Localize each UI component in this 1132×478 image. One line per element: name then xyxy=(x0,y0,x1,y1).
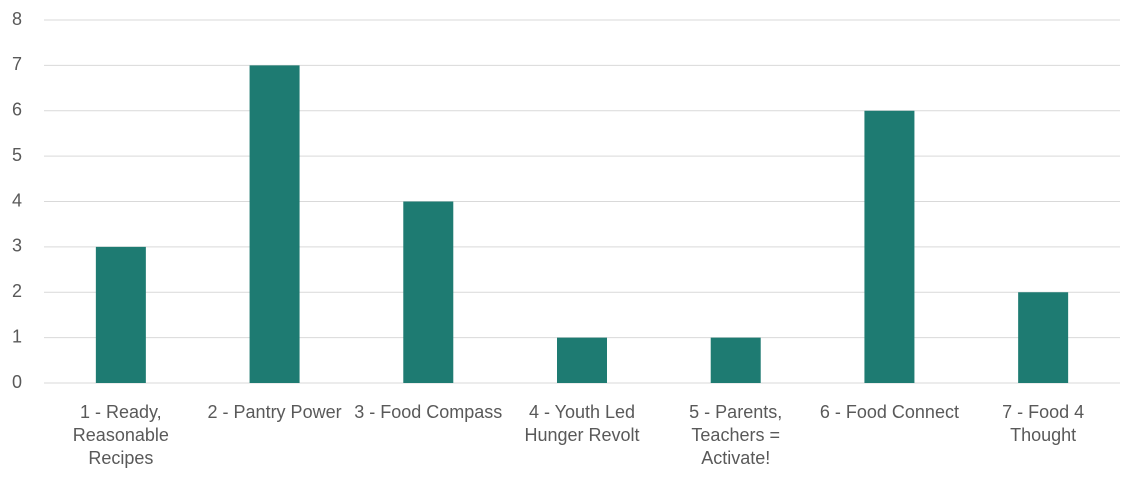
y-tick-label: 2 xyxy=(12,281,22,301)
x-tick-label: 3 - Food Compass xyxy=(354,402,503,422)
x-tick-label: 1 - Ready, Reasonable Recipes xyxy=(72,402,169,468)
x-tick-label: 5 - Parents, Teachers = Activate! xyxy=(689,402,783,468)
y-tick-label: 4 xyxy=(12,190,22,210)
bar xyxy=(710,337,761,383)
bar xyxy=(403,201,454,383)
y-tick-label: 8 xyxy=(12,9,22,29)
bar xyxy=(864,110,915,383)
x-tick-label: 2 - Pantry Power xyxy=(207,402,342,422)
x-tick-label: 6 - Food Connect xyxy=(819,402,959,422)
x-tick-label: 4 - Youth Led Hunger Revolt xyxy=(524,402,640,445)
y-tick-label: 5 xyxy=(12,145,22,165)
y-tick-label: 6 xyxy=(12,100,22,120)
y-tick-label: 3 xyxy=(12,236,22,256)
bar xyxy=(249,65,300,383)
y-tick-label: 1 xyxy=(12,326,22,346)
bar xyxy=(557,337,607,383)
y-tick-label: 0 xyxy=(12,372,22,392)
x-tick-label: 7 - Food 4 Thought xyxy=(1002,402,1085,445)
bar xyxy=(95,246,146,383)
bar xyxy=(1018,292,1069,383)
y-tick-label: 7 xyxy=(12,54,22,74)
